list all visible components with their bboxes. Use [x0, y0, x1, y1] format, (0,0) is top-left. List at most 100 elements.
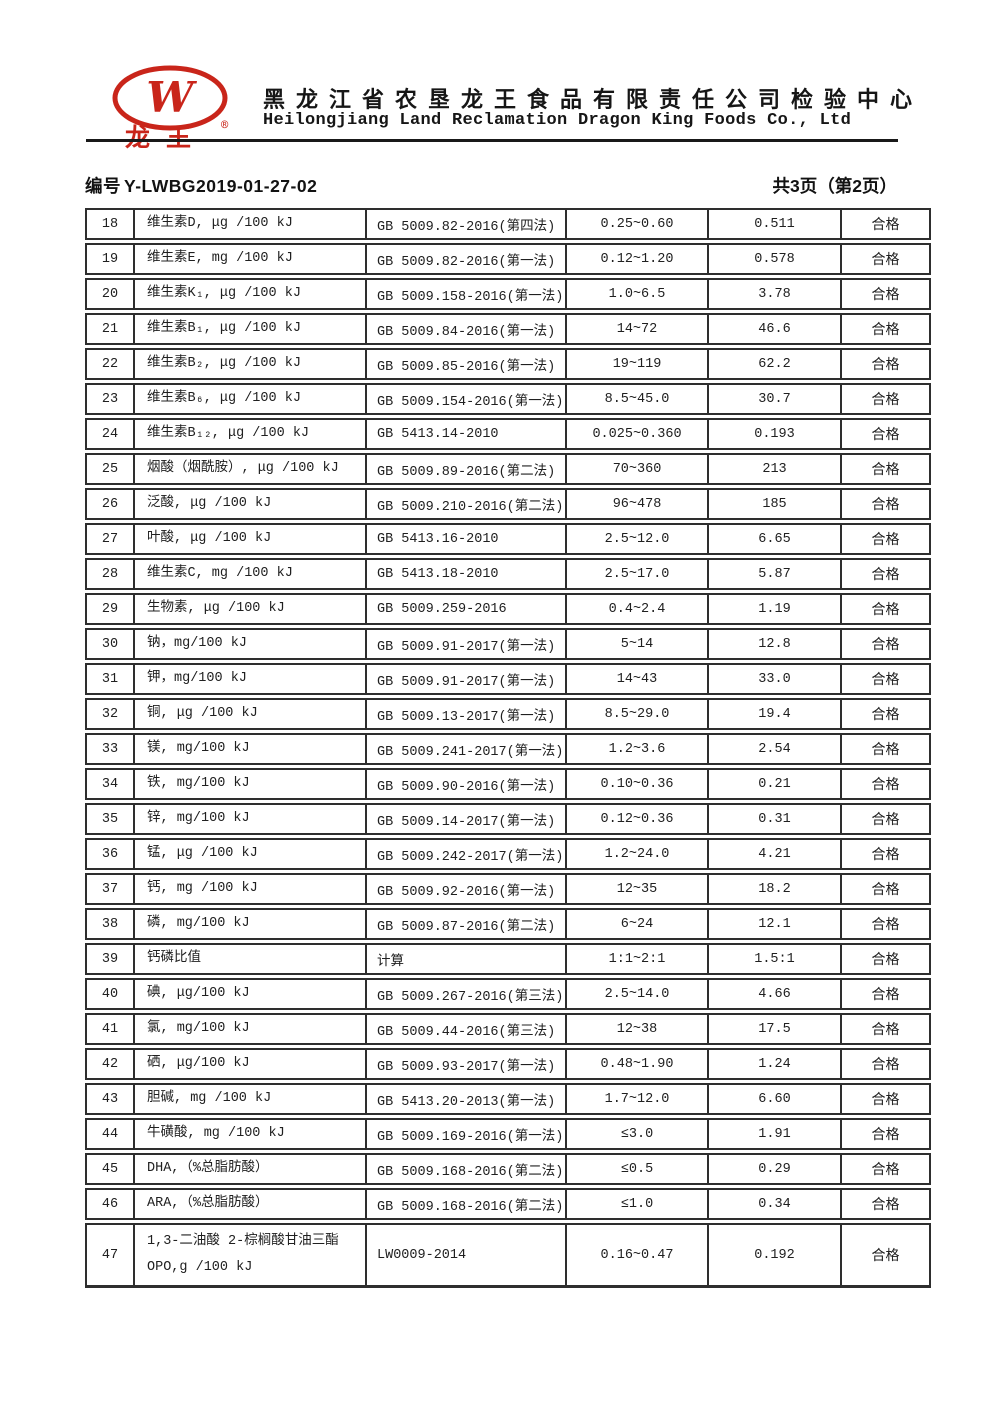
table-row: 36 锰, μg /100 kJ GB 5009.242-2017(第一法) 1…: [85, 838, 931, 870]
cell-test-item: 磷, mg/100 kJ: [135, 908, 367, 940]
cell-verdict: 合格: [842, 943, 931, 975]
cell-test-method: GB 5413.20-2013(第一法): [367, 1083, 567, 1115]
cell-row-number: 38: [85, 908, 135, 940]
cell-row-number: 33: [85, 733, 135, 765]
cell-test-item: ARA,（%总脂肪酸）: [135, 1188, 367, 1220]
cell-test-item: 碘, μg/100 kJ: [135, 978, 367, 1010]
cell-row-number: 30: [85, 628, 135, 660]
cell-standard-requirement: 5~14: [567, 628, 709, 660]
cell-verdict: 合格: [842, 1188, 931, 1220]
table-row: 45 DHA,（%总脂肪酸） GB 5009.168-2016(第二法) ≤0.…: [85, 1153, 931, 1185]
cell-standard-requirement: 0.025~0.360: [567, 418, 709, 450]
cell-row-number: 27: [85, 523, 135, 555]
cell-test-item: 硒, μg/100 kJ: [135, 1048, 367, 1080]
cell-standard-requirement: 12~38: [567, 1013, 709, 1045]
cell-verdict: 合格: [842, 908, 931, 940]
cell-verdict: 合格: [842, 1223, 931, 1288]
cell-test-method: GB 5009.89-2016(第二法): [367, 453, 567, 485]
cell-row-number: 31: [85, 663, 135, 695]
cell-test-method: GB 5009.85-2016(第一法): [367, 348, 567, 380]
cell-row-number: 32: [85, 698, 135, 730]
cell-standard-requirement: 0.10~0.36: [567, 768, 709, 800]
cell-test-method: GB 5009.93-2017(第一法): [367, 1048, 567, 1080]
cell-test-result: 6.65: [709, 523, 842, 555]
cell-test-item: 维生素C, mg /100 kJ: [135, 558, 367, 590]
cell-row-number: 18: [85, 208, 135, 240]
cell-row-number: 44: [85, 1118, 135, 1150]
cell-test-item: 叶酸, μg /100 kJ: [135, 523, 367, 555]
cell-verdict: 合格: [842, 803, 931, 835]
cell-verdict: 合格: [842, 523, 931, 555]
company-name-cn: 黑龙江省农垦龙王食品有限责任公司检验中心: [263, 88, 924, 113]
cell-test-method: GB 5009.168-2016(第二法): [367, 1188, 567, 1220]
cell-test-item: 氯, mg/100 kJ: [135, 1013, 367, 1045]
dragon-king-logo: W 龙王 ®: [106, 63, 238, 151]
cell-test-method: GB 5009.241-2017(第一法): [367, 733, 567, 765]
cell-test-result: 46.6: [709, 313, 842, 345]
cell-test-method: GB 5413.18-2010: [367, 558, 567, 590]
cell-test-item: 钙, mg /100 kJ: [135, 873, 367, 905]
table-row: 46 ARA,（%总脂肪酸） GB 5009.168-2016(第二法) ≤1.…: [85, 1188, 931, 1220]
table-row: 22 维生素B₂, μg /100 kJ GB 5009.85-2016(第一法…: [85, 348, 931, 380]
cell-verdict: 合格: [842, 698, 931, 730]
cell-row-number: 40: [85, 978, 135, 1010]
cell-standard-requirement: 70~360: [567, 453, 709, 485]
table-row: 38 磷, mg/100 kJ GB 5009.87-2016(第二法) 6~2…: [85, 908, 931, 940]
table-row: 42 硒, μg/100 kJ GB 5009.93-2017(第一法) 0.4…: [85, 1048, 931, 1080]
cell-test-method: GB 5009.210-2016(第二法): [367, 488, 567, 520]
cell-row-number: 36: [85, 838, 135, 870]
cell-test-item: 烟酸（烟酰胺）, μg /100 kJ: [135, 453, 367, 485]
report-number: 编号 Y-LWBG2019-01-27-02: [85, 173, 317, 198]
cell-standard-requirement: 2.5~12.0: [567, 523, 709, 555]
logo-ellipse: [112, 65, 228, 131]
table-row: 32 铜, μg /100 kJ GB 5009.13-2017(第一法) 8.…: [85, 698, 931, 730]
table-row: 28 维生素C, mg /100 kJ GB 5413.18-2010 2.5~…: [85, 558, 931, 590]
cell-test-result: 30.7: [709, 383, 842, 415]
page-indicator: 共3页（第2页）: [772, 175, 897, 196]
cell-standard-requirement: 1.7~12.0: [567, 1083, 709, 1115]
cell-test-result: 1.5:1: [709, 943, 842, 975]
cell-test-result: 6.60: [709, 1083, 842, 1115]
table-row: 25 烟酸（烟酰胺）, μg /100 kJ GB 5009.89-2016(第…: [85, 453, 931, 485]
table-row: 21 维生素B₁, μg /100 kJ GB 5009.84-2016(第一法…: [85, 313, 931, 345]
cell-test-result: 19.4: [709, 698, 842, 730]
cell-test-method: GB 5413.16-2010: [367, 523, 567, 555]
table-row: 35 锌, mg/100 kJ GB 5009.14-2017(第一法) 0.1…: [85, 803, 931, 835]
cell-test-result: 33.0: [709, 663, 842, 695]
cell-standard-requirement: 96~478: [567, 488, 709, 520]
table-row: 33 镁, mg/100 kJ GB 5009.241-2017(第一法) 1.…: [85, 733, 931, 765]
cell-verdict: 合格: [842, 663, 931, 695]
cell-test-result: 4.66: [709, 978, 842, 1010]
test-results-table: 18 维生素D, μg /100 kJ GB 5009.82-2016(第四法)…: [85, 205, 931, 1291]
table-row: 44 牛磺酸, mg /100 kJ GB 5009.169-2016(第一法)…: [85, 1118, 931, 1150]
cell-test-method: GB 5009.154-2016(第一法): [367, 383, 567, 415]
cell-standard-requirement: 1.2~24.0: [567, 838, 709, 870]
cell-test-method: GB 5009.267-2016(第三法): [367, 978, 567, 1010]
cell-test-item: 生物素, μg /100 kJ: [135, 593, 367, 625]
cell-test-result: 213: [709, 453, 842, 485]
cell-test-method: GB 5009.90-2016(第一法): [367, 768, 567, 800]
cell-verdict: 合格: [842, 1048, 931, 1080]
table-row: 20 维生素K₁, μg /100 kJ GB 5009.158-2016(第一…: [85, 278, 931, 310]
cell-test-method: GB 5009.242-2017(第一法): [367, 838, 567, 870]
cell-standard-requirement: 6~24: [567, 908, 709, 940]
table-row: 19 维生素E, mg /100 kJ GB 5009.82-2016(第一法)…: [85, 243, 931, 275]
cell-row-number: 46: [85, 1188, 135, 1220]
table-row: 26 泛酸, μg /100 kJ GB 5009.210-2016(第二法) …: [85, 488, 931, 520]
cell-standard-requirement: 0.16~0.47: [567, 1223, 709, 1288]
cell-verdict: 合格: [842, 1013, 931, 1045]
cell-test-result: 185: [709, 488, 842, 520]
cell-test-result: 12.8: [709, 628, 842, 660]
table-row: 24 维生素B₁₂, μg /100 kJ GB 5413.14-2010 0.…: [85, 418, 931, 450]
cell-standard-requirement: 0.25~0.60: [567, 208, 709, 240]
cell-standard-requirement: 1.2~3.6: [567, 733, 709, 765]
cell-row-number: 29: [85, 593, 135, 625]
cell-test-result: 0.192: [709, 1223, 842, 1288]
cell-test-result: 0.21: [709, 768, 842, 800]
cell-test-result: 5.87: [709, 558, 842, 590]
cell-standard-requirement: ≤0.5: [567, 1153, 709, 1185]
cell-row-number: 21: [85, 313, 135, 345]
cell-standard-requirement: 8.5~29.0: [567, 698, 709, 730]
cell-test-result: 4.21: [709, 838, 842, 870]
dragon-king-logo-icon: W 龙王 ®: [112, 65, 229, 151]
